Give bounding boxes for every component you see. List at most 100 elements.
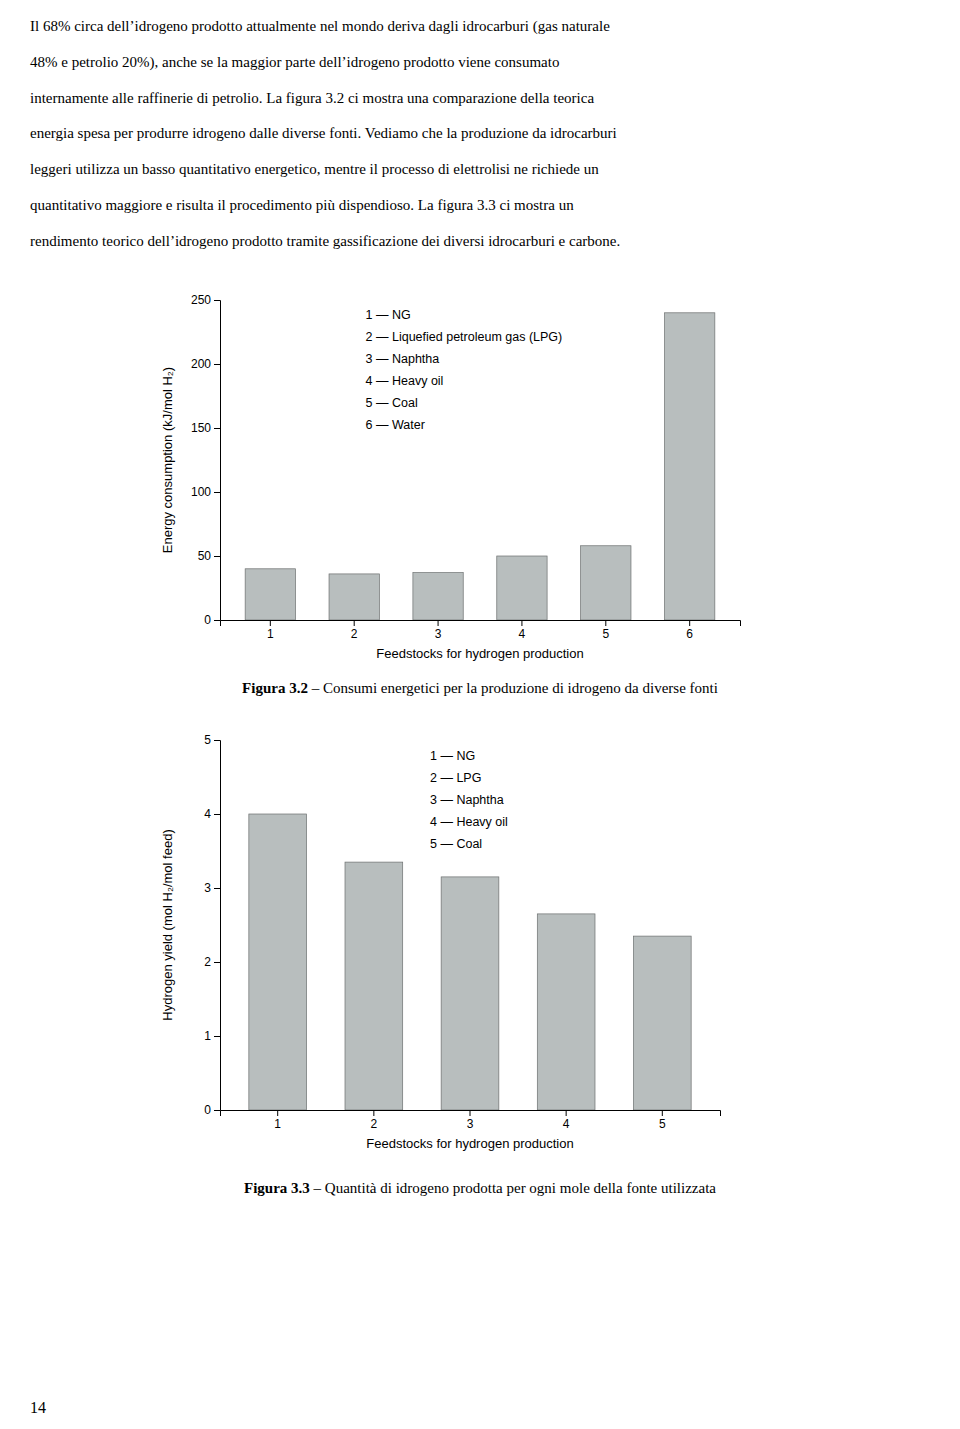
tick: 5: [659, 1110, 666, 1131]
tick-label: 4: [519, 627, 526, 641]
tick-mark: [662, 1110, 663, 1116]
paragraph-line: rendimento teorico dell’idrogeno prodott…: [30, 233, 620, 249]
tick-mark: [373, 1110, 374, 1116]
tick-label: 3: [204, 881, 211, 895]
annotation-line: 5 — Coal: [366, 396, 418, 410]
tick-mark: [214, 300, 220, 301]
tick: 2: [351, 620, 358, 641]
annotation-line: 3 — Naphtha: [366, 352, 440, 366]
tick-label: 5: [659, 1117, 666, 1131]
tick: 100: [191, 485, 220, 499]
axis-line: [221, 1111, 721, 1117]
tick-label: 1: [274, 1117, 281, 1131]
x-axis-title: Feedstocks for hydrogen production: [376, 646, 583, 661]
tick: 5: [602, 620, 609, 641]
bar: [245, 569, 295, 620]
y-axis-title: Hydrogen yield (mol H₂/mol feed): [160, 829, 175, 1020]
y-axis: 0 50 100 150 200 250: [191, 293, 221, 627]
tick: 4: [204, 807, 220, 821]
bar: [497, 556, 547, 620]
bar: [633, 936, 691, 1110]
tick-mark: [214, 428, 220, 429]
paragraph-line: internamente alle raffinerie di petrolio…: [30, 90, 594, 106]
bars: [249, 814, 691, 1110]
annotation: 1 — NG2 — LPG3 — Naphtha4 — Heavy oil5 —…: [430, 749, 508, 851]
tick: 3: [467, 1110, 474, 1131]
annotation-line: 4 — Heavy oil: [366, 374, 444, 388]
tick-label: 1: [267, 627, 274, 641]
annotation-line: 2 — Liquefied petroleum gas (LPG): [366, 330, 563, 344]
tick: 0: [204, 613, 220, 627]
text-block: Il 68% circa dell’idrogeno prodotto attu…: [30, 18, 620, 248]
annotation-line: 2 — LPG: [430, 771, 481, 785]
tick-mark: [214, 814, 220, 815]
tick-mark: [438, 620, 439, 626]
bar: [665, 313, 715, 620]
tick-label: 2: [351, 627, 358, 641]
tick-label: 250: [191, 293, 211, 307]
annotation-line: 1 — NG: [430, 749, 475, 763]
caption-text: – Quantità di idrogeno prodotta per ogni…: [310, 1180, 716, 1196]
paragraph-line: quantitativo maggiore e risulta il proce…: [30, 197, 574, 213]
page: Il 68% circa dell’idrogeno prodotto attu…: [0, 0, 960, 1429]
tick: 2: [204, 955, 220, 969]
paragraph-line: Il 68% circa dell’idrogeno prodotto attu…: [30, 18, 610, 35]
tick: 1: [274, 1110, 281, 1131]
tick-mark: [566, 1110, 567, 1116]
tick-label: 3: [467, 1117, 474, 1131]
caption-label: Figura 3.3: [244, 1180, 310, 1196]
tick-mark: [214, 556, 220, 557]
tick-label: 0: [204, 1103, 211, 1117]
x-axis-title: Feedstocks for hydrogen production: [366, 1136, 573, 1151]
tick-mark: [277, 1110, 278, 1116]
tick-mark: [214, 1110, 220, 1111]
bar: [537, 914, 595, 1110]
chart: 050100150200250123456Feedstocks for hydr…: [160, 293, 741, 661]
page-number: 14: [30, 1399, 46, 1416]
tick-label: 150: [191, 421, 211, 435]
tick-mark: [689, 620, 690, 626]
tick-label: 0: [204, 613, 211, 627]
tick: 50: [198, 549, 220, 563]
axis-line: [221, 621, 741, 627]
tick-mark: [214, 492, 220, 493]
tick-label: 2: [371, 1117, 378, 1131]
annotation-line: 4 — Heavy oil: [430, 815, 508, 829]
tick: 5: [204, 733, 220, 747]
paragraph-line: 48% e petrolio 20%), anche se la maggior…: [30, 54, 559, 71]
tick-label: 50: [198, 549, 212, 563]
tick-mark: [605, 620, 606, 626]
tick-label: 6: [686, 627, 693, 641]
tick: 0: [204, 1103, 220, 1117]
tick-label: 200: [191, 357, 211, 371]
tick: 2: [371, 1110, 378, 1131]
axis-line: [214, 301, 221, 621]
tick-label: 4: [204, 807, 211, 821]
x-axis: 1 2 3 4 5: [221, 1110, 721, 1131]
tick-mark: [214, 1036, 220, 1037]
tick-mark: [214, 364, 220, 365]
annotation: 1 — NG2 — Liquefied petroleum gas (LPG)3…: [366, 308, 563, 432]
tick-mark: [470, 1110, 471, 1116]
chart: 0 1 2 3 4 5 1 2 3 4 5 Feedstocks for hydrogen produ…: [160, 733, 721, 1151]
annotation-line: 6 — Water: [366, 418, 425, 432]
tick-label: 100: [191, 485, 211, 499]
caption-label: Figura 3.2: [242, 680, 308, 696]
axis-line: [214, 741, 221, 1111]
tick: 4: [519, 620, 526, 641]
tick-label: 1: [204, 1029, 211, 1043]
bar: [249, 814, 307, 1110]
tick: 150: [191, 421, 220, 435]
y-axis-title: Energy consumption (kJ/mol H₂): [160, 367, 175, 553]
tick-mark: [214, 740, 220, 741]
tick: 1: [204, 1029, 220, 1043]
tick: 200: [191, 357, 220, 371]
annotation-line: 3 — Naphtha: [430, 793, 504, 807]
caption: Figura 3.2 – Consumi energetici per la p…: [242, 680, 718, 696]
tick-mark: [354, 620, 355, 626]
tick-label: 2: [204, 955, 211, 969]
bars: [245, 313, 715, 620]
caption-text: – Consumi energetici per la produzione d…: [308, 680, 718, 696]
tick: 4: [563, 1110, 570, 1131]
x-axis: 123456: [221, 620, 741, 641]
